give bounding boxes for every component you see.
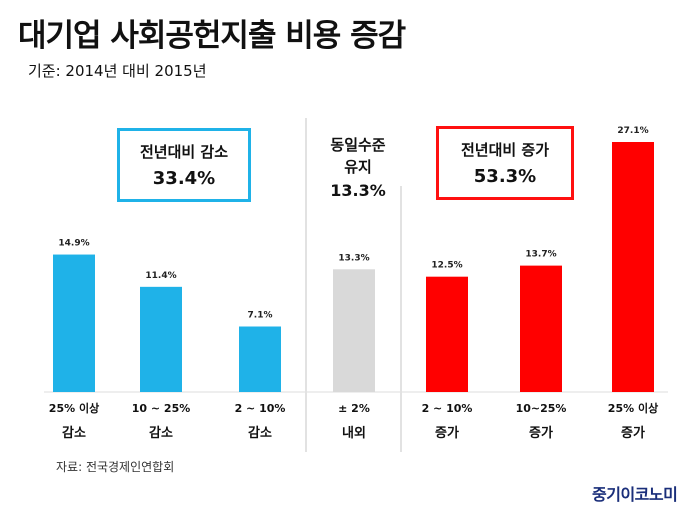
increase-summary-label: 전년대비 증가: [460, 141, 550, 159]
bar: [140, 286, 182, 392]
bar-value-label: 7.1%: [248, 311, 273, 321]
category-label: 2 ~ 10%: [422, 402, 473, 415]
decrease-summary-total: 33.4%: [152, 168, 216, 189]
chart-title: 대기업 사회공헌지출 비용 증감: [18, 18, 406, 54]
bar-value-label: 11.4%: [145, 271, 176, 281]
same-summary-line1: 동일수준: [330, 136, 386, 154]
category-label: 감소: [149, 426, 173, 441]
bar-value-label: 13.7%: [525, 250, 556, 260]
category-label: 증가: [435, 426, 459, 441]
category-label: 10 ~ 25%: [132, 402, 191, 415]
same-summary-line2: 유지: [344, 158, 372, 176]
same-summary: 동일수준 유지 13.3%: [318, 134, 398, 204]
category-label: 10~25%: [516, 402, 567, 415]
bar: [239, 326, 281, 392]
bar: [520, 265, 562, 392]
bar: [612, 142, 654, 392]
category-label: 25% 이상: [608, 401, 658, 415]
category-label: 내외: [342, 425, 366, 441]
bar-value-label: 13.3%: [338, 253, 369, 263]
bar: [426, 276, 468, 392]
category-label: 25% 이상: [49, 401, 99, 415]
decrease-summary-label: 전년대비 감소: [139, 143, 229, 161]
category-label: 증가: [529, 426, 553, 441]
category-label: 증가: [621, 426, 645, 441]
increase-summary-total: 53.3%: [473, 166, 537, 187]
category-label: 2 ~ 10%: [235, 402, 286, 415]
bar-value-label: 27.1%: [617, 126, 648, 136]
bar-value-label: 14.9%: [58, 239, 89, 249]
category-label: ± 2%: [338, 402, 370, 415]
category-label: 감소: [248, 426, 272, 441]
chart-subtitle: 기준: 2014년 대비 2015년: [28, 62, 207, 80]
bar: [53, 254, 95, 392]
same-summary-total: 13.3%: [330, 181, 386, 200]
bar: [333, 269, 375, 392]
decrease-summary-box: 전년대비 감소 33.4%: [117, 128, 251, 202]
bar-value-label: 12.5%: [431, 261, 462, 271]
category-label: 감소: [62, 426, 86, 441]
source-note: 자료: 전국경제인연합회: [56, 460, 175, 474]
increase-summary-box: 전년대비 증가 53.3%: [436, 126, 574, 200]
publisher-logo: 중기이코노미: [592, 485, 678, 504]
